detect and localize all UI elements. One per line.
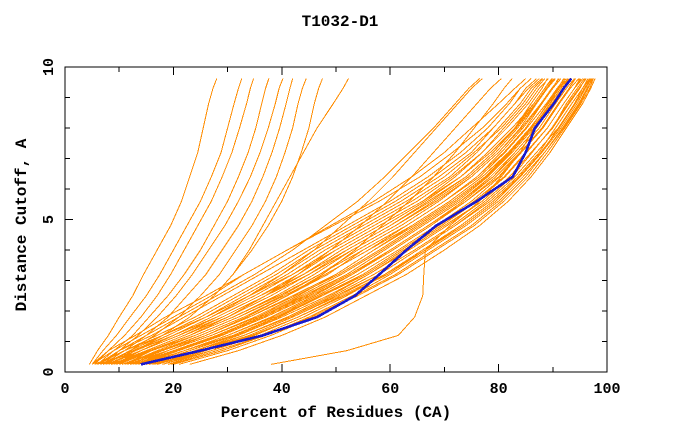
model-curve	[113, 78, 546, 365]
model-curves	[88, 77, 596, 366]
model-curve	[167, 78, 592, 365]
model-curve	[108, 78, 323, 365]
x-tick-label: 100	[593, 381, 620, 398]
x-tick-label: 0	[60, 381, 69, 398]
model-curve	[102, 78, 555, 365]
model-curve	[100, 78, 544, 365]
x-axis-label: Percent of Residues (CA)	[220, 404, 452, 422]
model-curve	[127, 78, 567, 365]
model-curve	[110, 78, 553, 365]
model-curve	[143, 78, 582, 365]
model-curve	[148, 78, 585, 365]
model-curve	[88, 78, 218, 365]
model-curve	[135, 78, 513, 365]
model-curve	[91, 78, 532, 365]
axis-tick-labels: 0 20 40 60 80 100 0 5 10	[41, 58, 621, 398]
y-tick-label: 5	[41, 215, 58, 224]
model-curve	[99, 78, 284, 365]
model-curve	[151, 78, 587, 365]
model-curve	[129, 78, 573, 365]
model-curve	[138, 78, 576, 365]
model-curve	[97, 78, 270, 365]
model-curve	[91, 78, 527, 365]
model-curve	[94, 78, 255, 365]
y-tick-label: 0	[41, 367, 58, 376]
model-curve	[124, 78, 502, 365]
model-curve	[154, 78, 591, 365]
model-curve	[102, 78, 480, 365]
model-curve	[270, 78, 565, 365]
model-curve	[91, 78, 243, 365]
model-curve	[146, 78, 583, 365]
model-curve	[162, 78, 593, 365]
x-tick-label: 80	[490, 381, 508, 398]
y-axis-label: Distance Cutoff, A	[13, 138, 31, 312]
y-tick-label: 10	[41, 58, 58, 76]
model-curve	[113, 78, 566, 365]
model-curve	[110, 78, 349, 365]
model-curve	[189, 78, 596, 365]
model-curve	[108, 78, 560, 365]
model-curve	[105, 78, 307, 365]
highlight-curve	[140, 77, 573, 366]
model-curve	[135, 78, 575, 365]
model-curve	[97, 78, 554, 365]
x-tick-label: 20	[164, 381, 182, 398]
x-tick-label: 40	[273, 381, 291, 398]
axis-ticks	[64, 66, 608, 373]
model-curve	[102, 78, 294, 365]
model-curve	[94, 78, 540, 365]
model-curve	[178, 78, 594, 365]
model-curve	[113, 78, 483, 365]
x-tick-label: 60	[381, 381, 399, 398]
model-curve	[119, 78, 569, 365]
model-curve	[157, 78, 592, 365]
chart-title: T1032-D1	[301, 13, 379, 31]
